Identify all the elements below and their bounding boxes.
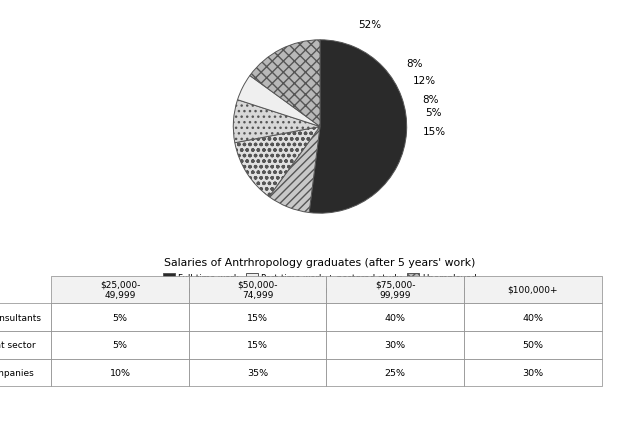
Wedge shape — [269, 127, 320, 213]
Text: 15%: 15% — [422, 127, 445, 137]
Text: 52%: 52% — [358, 20, 381, 30]
Wedge shape — [237, 76, 320, 127]
Wedge shape — [234, 101, 320, 144]
Text: The Chart Below Shows What Anthropology Graduates from One University: The Chart Below Shows What Anthropology … — [38, 401, 602, 414]
Wedge shape — [235, 127, 320, 197]
Wedge shape — [309, 41, 406, 214]
Text: 12%: 12% — [413, 76, 436, 86]
Legend: Full-time work, Part-time work, Part-time work + postgrad study, Full-time postg: Full-time work, Part-time work, Part-tim… — [161, 272, 479, 296]
Text: 5%: 5% — [425, 107, 442, 117]
Text: Salaries of Antrhropology graduates (after 5 years' work): Salaries of Antrhropology graduates (aft… — [164, 257, 476, 267]
Text: 8%: 8% — [422, 95, 439, 105]
Text: 8%: 8% — [406, 58, 423, 69]
Wedge shape — [250, 41, 320, 127]
